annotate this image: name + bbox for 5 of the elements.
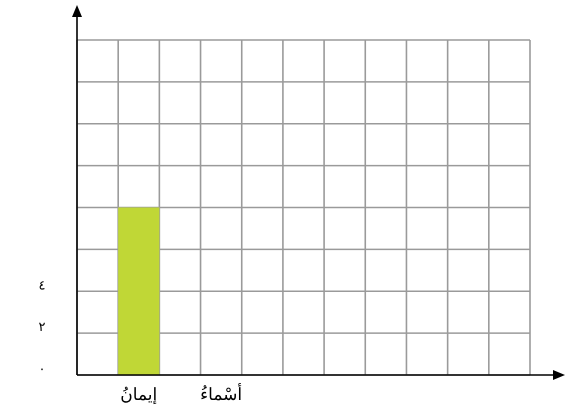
y-tick-label: ٠ (38, 362, 46, 377)
x-tick-label: أسْماءُ (200, 383, 242, 405)
y-tick-label: ٤ (38, 278, 46, 294)
x-tick-label: إيمانُ (120, 385, 158, 405)
y-tick-label: ٢ (38, 320, 46, 336)
